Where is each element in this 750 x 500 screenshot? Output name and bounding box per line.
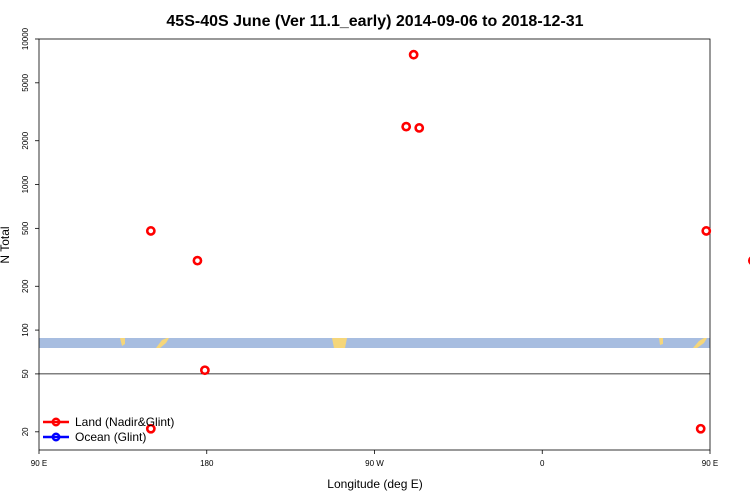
x-tick-label: 90 E — [31, 459, 47, 468]
map-strip — [39, 338, 710, 348]
land-blob — [120, 338, 125, 346]
land-blobs — [120, 338, 707, 348]
legend-label-land: Land (Nadir&Glint) — [75, 415, 174, 429]
legend: Land (Nadir&Glint) Ocean (Glint) — [43, 415, 174, 444]
y-tick-label: 50 — [21, 369, 30, 378]
data-point-land — [401, 121, 412, 132]
y-tick-label: 1000 — [21, 175, 30, 193]
ocean-band — [39, 338, 710, 348]
land-blob — [156, 338, 169, 348]
data-point-land — [408, 49, 419, 60]
land-blob — [332, 338, 347, 348]
legend-item-ocean: Ocean (Glint) — [43, 430, 146, 444]
x-tick-label: 90 W — [365, 459, 384, 468]
legend-label-ocean: Ocean (Glint) — [75, 430, 146, 444]
x-tick-label: 180 — [200, 459, 214, 468]
data-points — [145, 49, 750, 434]
y-tick-label: 20 — [21, 427, 30, 436]
land-blob — [693, 338, 707, 348]
data-point-land — [145, 226, 156, 236]
land-blob — [659, 338, 663, 345]
y-axis: 20 50 100 200 500 1000 2000 5000 10000 — [21, 27, 39, 436]
x-tick-label: 0 — [540, 459, 545, 468]
legend-marker-land — [51, 417, 61, 427]
y-tick-label: 10000 — [21, 27, 30, 50]
chart-title: 45S-40S June (Ver 11.1_early) 2014-09-06… — [166, 13, 583, 30]
x-axis-label: Longitude (deg E) — [327, 477, 422, 491]
x-tick-label: 90 E — [702, 459, 718, 468]
y-tick-label: 2000 — [21, 131, 30, 149]
y-tick-label: 200 — [21, 279, 30, 293]
data-point-land — [701, 226, 712, 236]
data-point-land — [192, 255, 203, 266]
data-point-land — [695, 423, 706, 434]
y-tick-label: 100 — [21, 323, 30, 337]
y-tick-label: 500 — [21, 221, 30, 235]
data-point-land — [199, 365, 210, 376]
y-tick-label: 5000 — [21, 73, 30, 91]
legend-item-land: Land (Nadir&Glint) — [43, 415, 174, 429]
legend-marker-ocean — [51, 432, 61, 442]
x-axis: 90 E 180 90 W 0 90 E — [31, 450, 718, 468]
plot-frame — [38, 38, 711, 451]
data-point-land — [747, 256, 750, 265]
y-axis-label: N Total — [0, 226, 12, 263]
data-point-land — [414, 123, 425, 133]
data-point-land — [145, 423, 156, 434]
